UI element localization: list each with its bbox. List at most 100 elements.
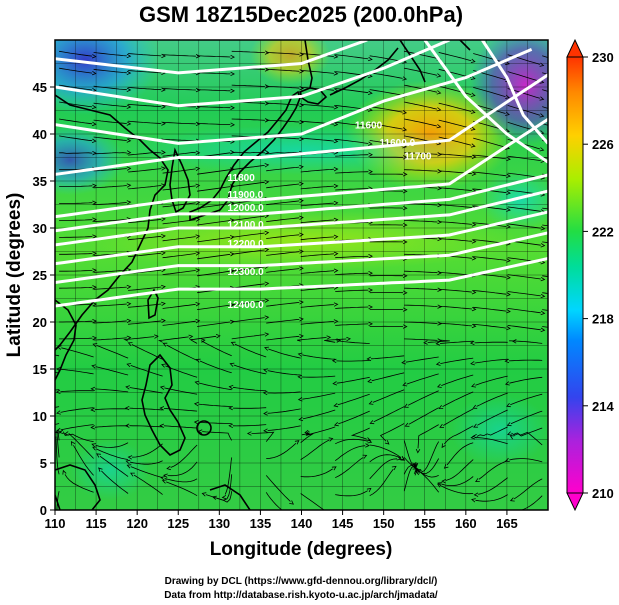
- streamline: [478, 477, 508, 495]
- streamline-arrowhead: [471, 239, 477, 244]
- streamline: [232, 386, 267, 392]
- x-tick-label: 150: [373, 516, 395, 531]
- x-tick-label: 110: [45, 516, 66, 531]
- streamline-arrowhead: [471, 323, 477, 329]
- streamline-arrowhead: [289, 500, 294, 505]
- streamline: [476, 426, 508, 437]
- streamline-arrowhead: [264, 230, 270, 236]
- streamline: [300, 270, 334, 274]
- streamline: [93, 102, 127, 107]
- streamline-arrowhead: [471, 289, 477, 295]
- streamline: [94, 408, 129, 411]
- streamline-arrowhead: [126, 104, 132, 109]
- streamline: [59, 84, 93, 91]
- streamline-arrowhead: [161, 363, 166, 368]
- height-contour: [55, 257, 548, 308]
- streamline-arrowhead: [402, 273, 408, 278]
- streamline: [93, 136, 127, 141]
- streamline: [267, 425, 301, 431]
- streamline-arrowhead: [298, 416, 304, 422]
- streamline: [61, 347, 94, 358]
- streamline-arrowhead: [126, 301, 132, 307]
- streamline-arrowhead: [193, 420, 199, 425]
- streamline-arrowhead: [125, 385, 130, 390]
- streamline: [474, 341, 508, 344]
- streamline-arrowhead: [414, 470, 420, 476]
- streamline: [369, 469, 394, 497]
- streamline-arrowhead: [437, 321, 442, 326]
- streamline-arrowhead: [367, 107, 373, 112]
- streamline-arrowhead: [367, 124, 373, 129]
- streamline-arrowhead: [161, 284, 166, 290]
- streamline-arrowhead: [506, 325, 511, 331]
- streamline-arrowhead: [161, 234, 166, 239]
- streamline-arrowhead: [443, 464, 449, 469]
- streamline: [93, 269, 127, 273]
- streamline: [296, 337, 327, 342]
- streamline: [475, 375, 508, 386]
- streamline-arrowhead: [161, 217, 166, 222]
- chart-title: GSM 18Z15Dec2025 (200.0hPa): [139, 2, 463, 27]
- cool-band: [120, 125, 480, 175]
- streamline-arrowhead: [195, 318, 201, 324]
- streamline-arrowhead: [506, 190, 511, 195]
- x-tick-label: 160: [455, 516, 477, 531]
- streamline-arrowhead: [505, 111, 510, 116]
- streamline: [128, 168, 162, 173]
- streamline-arrowhead: [297, 397, 303, 402]
- typhoon-marker: [196, 420, 212, 436]
- streamline: [95, 366, 129, 376]
- streamline: [477, 409, 508, 426]
- streamline-arrowhead: [437, 287, 442, 292]
- streamline: [335, 306, 369, 309]
- streamline-arrowhead: [161, 318, 166, 323]
- streamline-arrowhead: [469, 340, 475, 346]
- streamline: [198, 382, 232, 391]
- streamline-arrowhead: [299, 266, 304, 271]
- streamline-arrowhead: [299, 198, 304, 204]
- streamline: [417, 424, 439, 449]
- streamline-arrowhead: [299, 249, 304, 254]
- streamline: [266, 183, 300, 189]
- streamline: [162, 270, 196, 275]
- streamline-arrowhead: [506, 275, 511, 280]
- streamline: [438, 153, 472, 158]
- streamline: [474, 358, 508, 364]
- x-tick-label: 155: [414, 516, 436, 531]
- streamline: [438, 52, 472, 62]
- streamline-arrowhead: [23, 414, 27, 418]
- streamline: [60, 424, 94, 431]
- streamline: [197, 169, 231, 175]
- streamline: [93, 52, 127, 57]
- streamline-arrowhead: [367, 141, 373, 146]
- streamline: [231, 317, 265, 323]
- streamline-arrowhead: [194, 380, 200, 386]
- streamline-arrowhead: [506, 207, 511, 212]
- streamline-arrowhead: [368, 321, 373, 327]
- streamline: [300, 439, 330, 460]
- streamline: [59, 219, 93, 221]
- y-tick-label: 45: [33, 80, 47, 95]
- streamline: [251, 431, 275, 442]
- streamline-arrowhead: [471, 256, 477, 261]
- streamline: [55, 436, 60, 475]
- streamline: [128, 152, 162, 156]
- streamline: [335, 272, 369, 275]
- streamline: [473, 306, 507, 312]
- streamline: [197, 55, 231, 58]
- streamline-arrowhead: [506, 292, 511, 297]
- streamline-arrowhead: [415, 448, 421, 454]
- streamline: [300, 137, 334, 142]
- streamline-arrowhead: [58, 429, 64, 434]
- streamline: [335, 138, 369, 144]
- streamline: [510, 410, 543, 425]
- contour-label: 12400.0: [228, 300, 265, 311]
- streamline-arrowhead: [437, 236, 442, 242]
- streamline-arrowhead: [299, 164, 304, 170]
- streamline-arrowhead: [92, 234, 97, 239]
- streamline: [369, 89, 403, 96]
- streamline: [507, 308, 541, 314]
- streamline: [300, 321, 334, 325]
- streamline-arrowhead: [436, 124, 442, 129]
